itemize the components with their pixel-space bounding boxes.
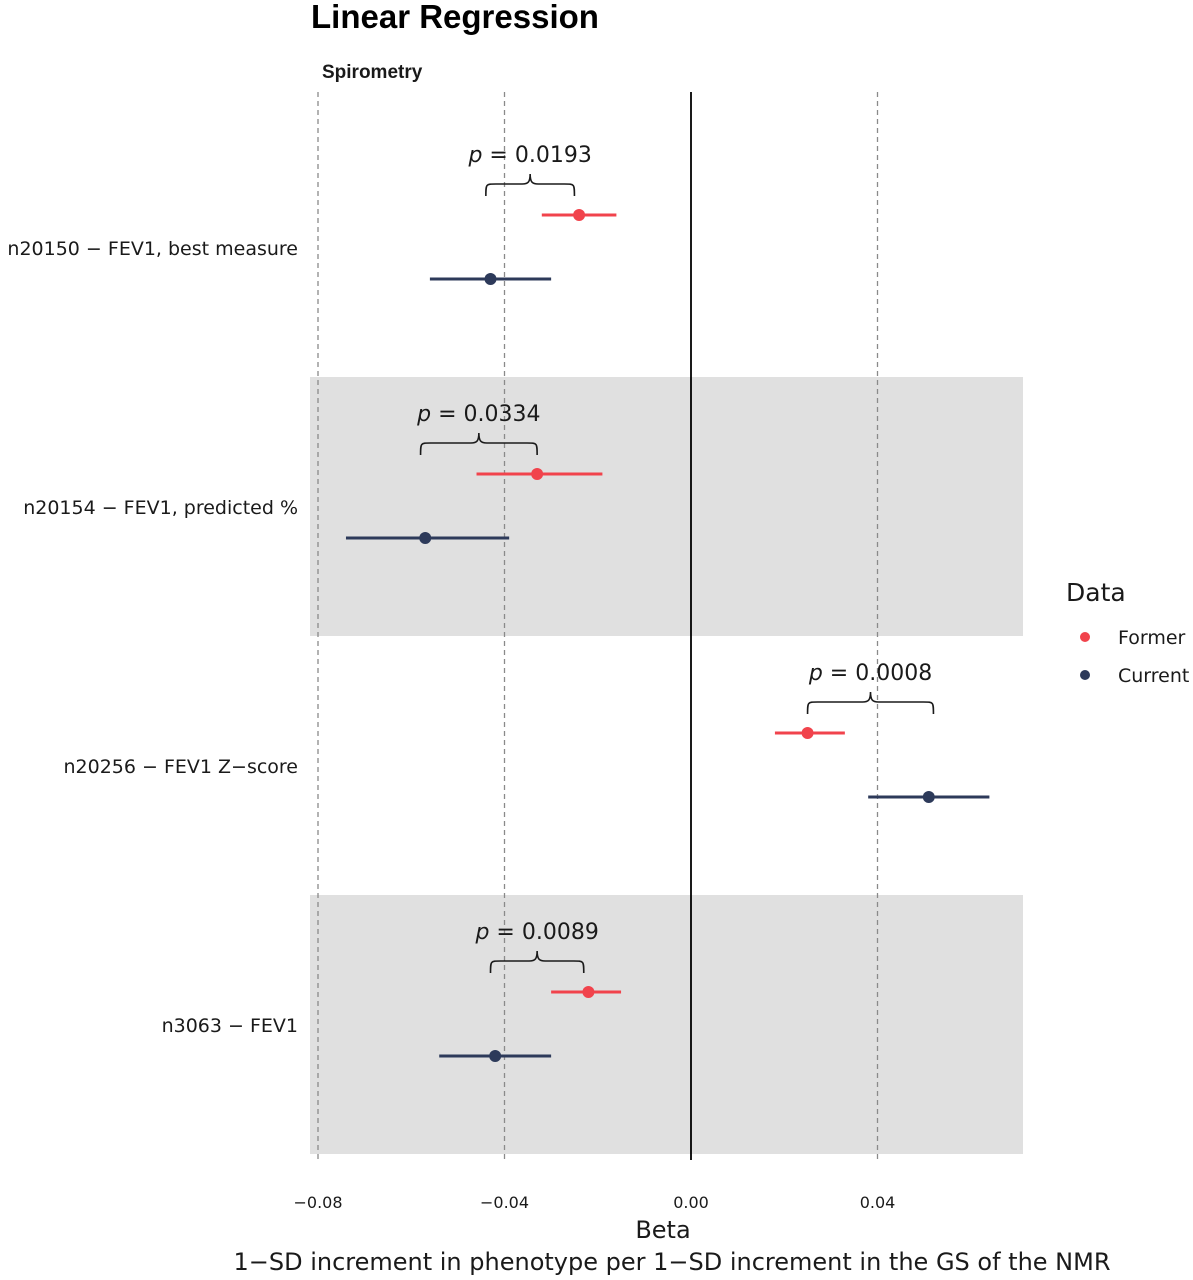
row-backgrounds xyxy=(310,377,1023,1154)
point-current-2 xyxy=(922,791,935,803)
chart-text: Linear Regression Spirometry Beta 1−SD i… xyxy=(233,0,1110,1276)
x-axis-title: Beta xyxy=(635,1216,690,1244)
y-label-0: n20150 − FEV1, best measure xyxy=(7,238,298,260)
p-value-3: p = 0.0089 xyxy=(474,920,598,945)
p-value-text: = 0.0193 xyxy=(489,143,591,168)
p-value-text: = 0.0089 xyxy=(496,920,598,945)
chart-title: Linear Regression xyxy=(311,0,599,35)
x-tick-label-1: −0.04 xyxy=(480,1193,529,1212)
bracket-1 xyxy=(419,432,538,456)
bracket-3 xyxy=(489,950,585,974)
point-former-0 xyxy=(573,209,586,221)
point-current-3 xyxy=(489,1050,502,1062)
p-symbol: p xyxy=(416,402,438,427)
p-symbol: p xyxy=(808,661,830,686)
point-former-2 xyxy=(801,727,814,739)
bracket-0 xyxy=(485,173,576,197)
x-tick-label-3: 0.04 xyxy=(860,1193,896,1212)
p-value-text: = 0.0008 xyxy=(830,661,932,686)
p-symbol: p xyxy=(467,143,489,168)
legend-title: Data xyxy=(1066,578,1126,607)
legend: Data Former Current xyxy=(1066,578,1189,687)
row-band-3 xyxy=(310,895,1023,1154)
x-tick-label-0: −0.08 xyxy=(293,1193,342,1212)
gridlines xyxy=(317,92,879,1160)
y-label-2: n20256 − FEV1 Z−score xyxy=(63,756,298,778)
point-former-3 xyxy=(582,986,595,998)
facet-label: Spirometry xyxy=(322,62,423,83)
legend-key-current xyxy=(1080,670,1090,680)
row-band-1 xyxy=(310,377,1023,636)
bracket-2 xyxy=(806,691,935,715)
point-former-1 xyxy=(531,468,544,480)
data-marks xyxy=(345,209,990,1062)
y-label-1: n20154 − FEV1, predicted % xyxy=(23,497,298,519)
legend-label-former: Former xyxy=(1118,627,1186,649)
x-tick-label-2: 0.00 xyxy=(673,1193,709,1212)
p-symbol: p xyxy=(474,920,496,945)
x-axis-subtitle: 1−SD increment in phenotype per 1−SD inc… xyxy=(233,1248,1110,1276)
y-label-3: n3063 − FEV1 xyxy=(162,1015,298,1037)
legend-label-current: Current xyxy=(1118,665,1189,687)
x-axis-ticks: −0.08 −0.04 0.00 0.04 xyxy=(293,1193,895,1212)
point-current-0 xyxy=(484,273,497,285)
p-value-2: p = 0.0008 xyxy=(808,661,932,686)
legend-key-former xyxy=(1080,632,1090,642)
y-axis-labels: n20150 − FEV1, best measure n20154 − FEV1… xyxy=(7,238,298,1037)
p-value-0: p = 0.0193 xyxy=(467,143,591,168)
point-current-1 xyxy=(419,532,432,544)
p-value-1: p = 0.0334 xyxy=(416,402,540,427)
p-value-text: = 0.0334 xyxy=(438,402,540,427)
